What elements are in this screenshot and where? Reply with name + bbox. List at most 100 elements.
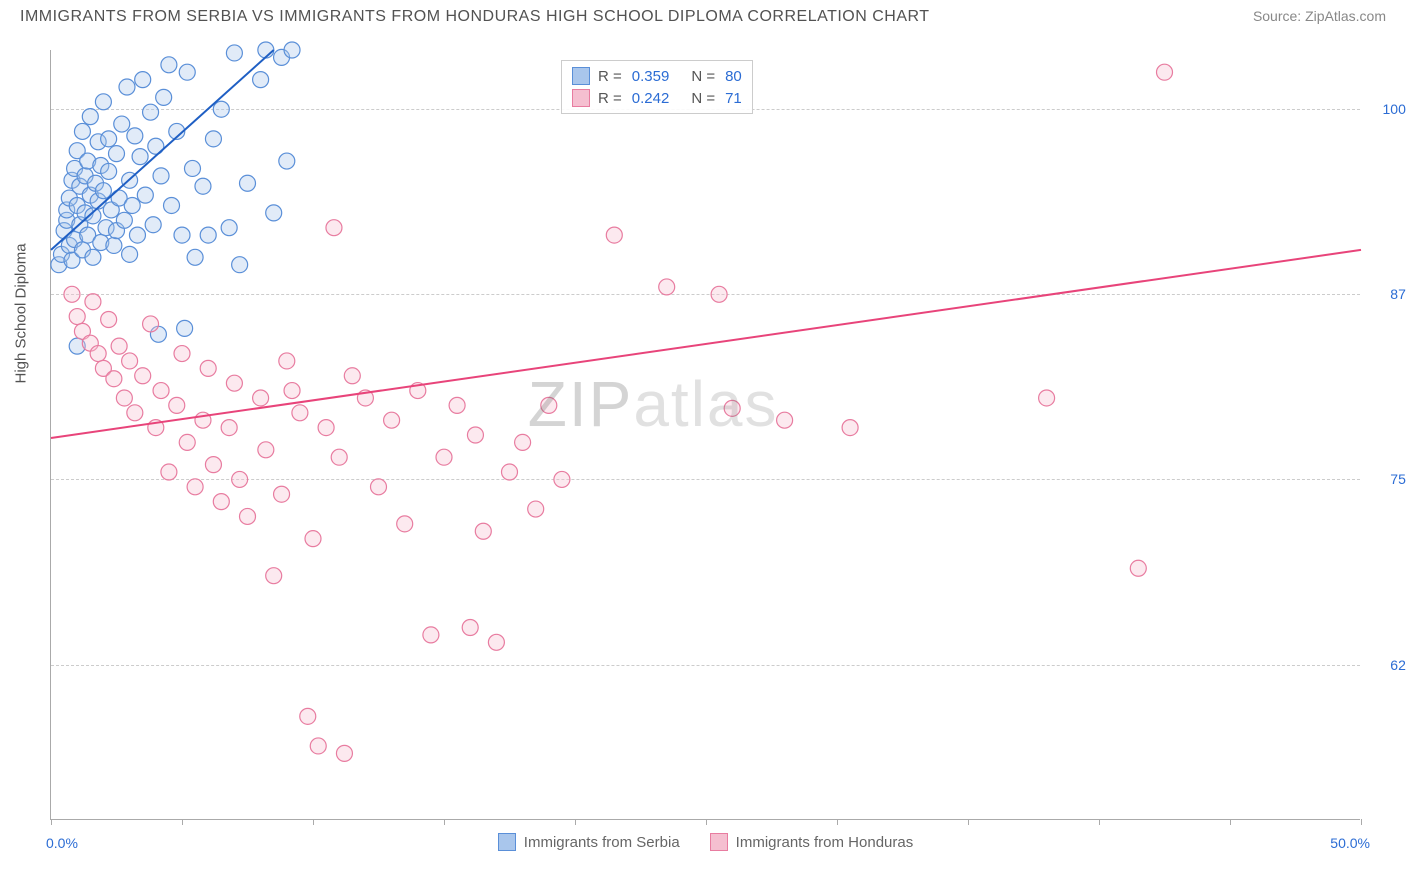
data-point — [221, 420, 237, 436]
data-point — [195, 178, 211, 194]
data-point — [74, 123, 90, 139]
data-point — [101, 312, 117, 328]
data-point — [232, 471, 248, 487]
data-point — [101, 163, 117, 179]
legend-row-serbia: R = 0.359 N = 80 — [572, 65, 742, 87]
data-point — [85, 294, 101, 310]
data-point — [106, 371, 122, 387]
data-point — [95, 183, 111, 199]
data-point — [488, 634, 504, 650]
data-point — [85, 208, 101, 224]
data-point — [169, 397, 185, 413]
y-tick-label: 75.0% — [1390, 471, 1406, 487]
data-point — [200, 360, 216, 376]
data-point — [135, 72, 151, 88]
trend-line — [51, 250, 1361, 438]
data-point — [397, 516, 413, 532]
data-point — [331, 449, 347, 465]
data-point — [85, 249, 101, 265]
data-point — [423, 627, 439, 643]
data-point — [90, 346, 106, 362]
data-point — [122, 246, 138, 262]
data-point — [135, 368, 151, 384]
data-point — [475, 523, 491, 539]
data-point — [161, 57, 177, 73]
data-point — [279, 153, 295, 169]
data-point — [336, 745, 352, 761]
data-point — [258, 42, 274, 58]
data-point — [184, 160, 200, 176]
data-point — [284, 383, 300, 399]
data-point — [174, 346, 190, 362]
data-point — [253, 390, 269, 406]
data-point — [344, 368, 360, 384]
data-point — [82, 109, 98, 125]
data-point — [240, 175, 256, 191]
data-point — [116, 212, 132, 228]
data-point — [129, 227, 145, 243]
data-point — [266, 568, 282, 584]
data-point — [145, 217, 161, 233]
data-point — [318, 420, 334, 436]
data-point — [226, 45, 242, 61]
legend-label: Immigrants from Honduras — [736, 834, 914, 851]
data-point — [187, 479, 203, 495]
data-point — [114, 116, 130, 132]
data-point — [711, 286, 727, 302]
data-point — [213, 101, 229, 117]
data-point — [528, 501, 544, 517]
swatch-honduras — [572, 89, 590, 107]
data-point — [232, 257, 248, 273]
data-point — [842, 420, 858, 436]
data-point — [436, 449, 452, 465]
data-point — [724, 400, 740, 416]
data-point — [116, 390, 132, 406]
data-point — [69, 309, 85, 325]
y-axis-title: High School Diploma — [13, 243, 30, 383]
data-point — [226, 375, 242, 391]
data-point — [153, 383, 169, 399]
data-point — [1130, 560, 1146, 576]
legend-swatch — [710, 833, 728, 851]
data-point — [109, 146, 125, 162]
data-point — [101, 131, 117, 147]
data-point — [326, 220, 342, 236]
data-point — [132, 149, 148, 165]
x-tick — [1361, 819, 1362, 825]
chart-title: IMMIGRANTS FROM SERBIA VS IMMIGRANTS FRO… — [20, 8, 930, 26]
data-point — [1039, 390, 1055, 406]
legend-item: Immigrants from Honduras — [710, 833, 914, 851]
data-point — [449, 397, 465, 413]
data-point — [253, 72, 269, 88]
plot-area: High School Diploma 62.5%75.0%87.5%100.0… — [50, 50, 1360, 820]
data-point — [659, 279, 675, 295]
data-point — [213, 494, 229, 510]
data-point — [137, 187, 153, 203]
data-point — [384, 412, 400, 428]
legend-swatch — [498, 833, 516, 851]
data-point — [305, 531, 321, 547]
data-point — [106, 237, 122, 253]
data-point — [462, 620, 478, 636]
data-point — [240, 508, 256, 524]
data-point — [300, 708, 316, 724]
data-point — [221, 220, 237, 236]
data-point — [124, 197, 140, 213]
data-point — [127, 128, 143, 144]
y-tick-label: 100.0% — [1383, 101, 1406, 117]
data-point — [541, 397, 557, 413]
data-point — [205, 131, 221, 147]
data-point — [179, 64, 195, 80]
source-attribution: Source: ZipAtlas.com — [1253, 8, 1386, 24]
data-point — [174, 227, 190, 243]
data-point — [119, 79, 135, 95]
swatch-serbia — [572, 67, 590, 85]
data-point — [156, 89, 172, 105]
y-tick-label: 62.5% — [1390, 657, 1406, 673]
data-point — [95, 94, 111, 110]
data-point — [122, 353, 138, 369]
data-point — [153, 168, 169, 184]
data-point — [143, 316, 159, 332]
data-point — [111, 338, 127, 354]
data-point — [200, 227, 216, 243]
